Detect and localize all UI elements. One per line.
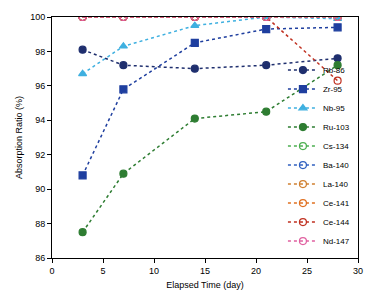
svg-text:Cs-134: Cs-134 xyxy=(323,142,349,151)
svg-text:15: 15 xyxy=(200,266,210,276)
svg-text:0: 0 xyxy=(49,266,54,276)
svg-text:88: 88 xyxy=(35,219,45,229)
svg-text:Rb-86: Rb-86 xyxy=(323,66,345,75)
svg-text:86: 86 xyxy=(35,253,45,263)
svg-text:90: 90 xyxy=(35,184,45,194)
svg-text:La-140: La-140 xyxy=(323,180,348,189)
svg-text:92: 92 xyxy=(35,150,45,160)
svg-text:Elapsed Time (day): Elapsed Time (day) xyxy=(166,280,244,290)
svg-text:94: 94 xyxy=(35,115,45,125)
svg-text:25: 25 xyxy=(302,266,312,276)
svg-text:98: 98 xyxy=(35,47,45,57)
svg-text:100: 100 xyxy=(30,12,45,22)
svg-text:10: 10 xyxy=(149,266,159,276)
svg-text:Nd-147: Nd-147 xyxy=(323,237,350,246)
svg-text:96: 96 xyxy=(35,81,45,91)
svg-text:Zr-95: Zr-95 xyxy=(323,85,343,94)
svg-text:5: 5 xyxy=(100,266,105,276)
svg-text:Ce-141: Ce-141 xyxy=(323,199,350,208)
svg-text:20: 20 xyxy=(251,266,261,276)
svg-text:Ru-103: Ru-103 xyxy=(323,123,350,132)
svg-text:Absorption Ratio (%): Absorption Ratio (%) xyxy=(14,96,24,179)
svg-text:Nb-95: Nb-95 xyxy=(323,104,345,113)
svg-text:Ba-140: Ba-140 xyxy=(323,161,349,170)
svg-text:Ce-144: Ce-144 xyxy=(323,218,350,227)
svg-text:30: 30 xyxy=(353,266,363,276)
